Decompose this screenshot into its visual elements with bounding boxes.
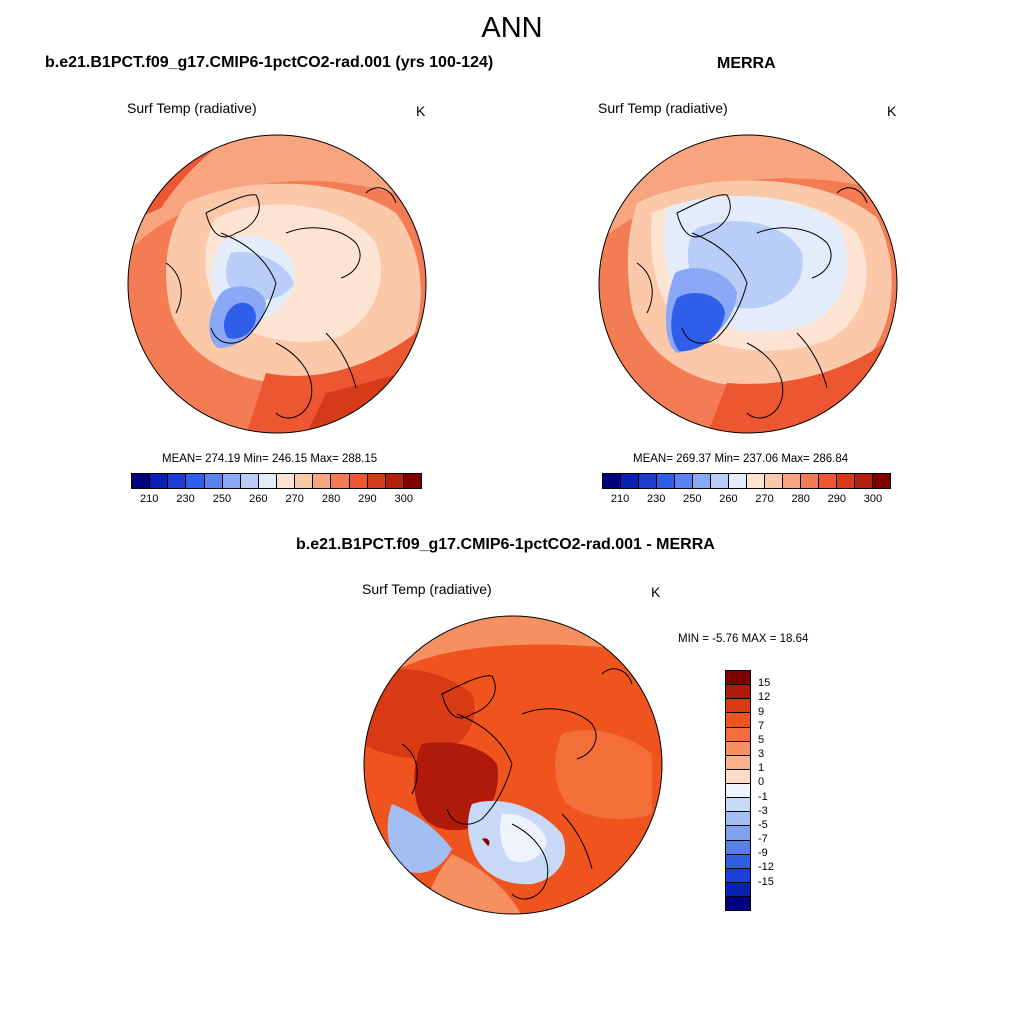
variable-label-diff: Surf Temp (radiative) (362, 581, 492, 597)
polar-map-obs (598, 134, 898, 434)
colorbar-model-color-10 (313, 474, 332, 488)
colorbar-diff-color-2 (726, 699, 750, 714)
panel-title-diff: b.e21.B1PCT.f09_g17.CMIP6-1pctCO2-rad.00… (296, 536, 715, 553)
colorbar-obs-color-3 (657, 474, 675, 488)
colorbar-model-color-3 (186, 474, 205, 488)
colorbar-obs-tick-label: 280 (791, 493, 810, 505)
colorbar-obs-color-6 (711, 474, 729, 488)
colorbar-diff-color-0 (726, 671, 750, 686)
colorbar-obs-color-1 (621, 474, 639, 488)
colorbar-model-color-12 (349, 474, 368, 488)
variable-label-model: Surf Temp (radiative) (127, 100, 257, 116)
colorbar-model-tick-label: 280 (321, 493, 341, 505)
colorbar-diff (725, 670, 751, 911)
colorbar-obs-color-14 (855, 474, 873, 488)
colorbar-model-tick-label: 250 (212, 493, 232, 505)
colorbar-model-color-15 (403, 474, 421, 488)
colorbar-obs-color-8 (747, 474, 765, 488)
colorbar-obs-tick-label: 250 (683, 493, 702, 505)
colorbar-model-color-0 (132, 474, 151, 488)
colorbar-diff-color-15 (726, 882, 750, 897)
colorbar-diff-tick-label: 7 (758, 719, 765, 732)
colorbar-model-color-11 (331, 474, 350, 488)
colorbar-obs-tick-label: 230 (647, 493, 666, 505)
colorbar-diff-color-8 (726, 784, 750, 799)
colorbar-model-tick-label: 300 (394, 493, 413, 505)
colorbar-obs-tick-label: 260 (719, 493, 738, 505)
colorbar-obs-tick-label: 210 (610, 493, 630, 505)
colorbar-model-color-13 (367, 474, 386, 488)
stats-diff: MIN = -5.76 MAX = 18.64 (678, 633, 809, 645)
colorbar-diff-color-6 (726, 755, 750, 770)
colorbar-diff-tick-label: 15 (758, 677, 771, 690)
colorbar-diff-tick-label: -15 (758, 875, 774, 888)
colorbar-model-tick-label: 260 (249, 493, 268, 505)
colorbar-model-color-9 (295, 474, 314, 488)
colorbar-obs-color-10 (783, 474, 801, 488)
colorbar-diff-color-3 (726, 713, 750, 728)
colorbar-model-color-7 (258, 474, 277, 488)
colorbar-diff-tick-label: -1 (758, 790, 768, 803)
colorbar-obs-tick-label: 300 (863, 493, 883, 505)
colorbar-model-color-4 (204, 474, 223, 488)
colorbar-model-tick-label: 210 (140, 493, 159, 505)
colorbar-obs (602, 473, 891, 489)
colorbar-obs-color-13 (837, 474, 855, 488)
colorbar-obs-color-15 (873, 474, 890, 488)
colorbar-diff-color-4 (726, 727, 750, 742)
polar-map-diff (363, 615, 663, 915)
colorbar-obs-color-0 (603, 474, 621, 488)
colorbar-obs-color-4 (675, 474, 693, 488)
colorbar-model-color-2 (168, 474, 187, 488)
polar-map-model (127, 134, 427, 434)
colorbar-model-tick-label: 290 (358, 493, 377, 505)
colorbar-diff-tick-label: -12 (758, 861, 774, 874)
colorbar-diff-color-16 (726, 897, 750, 911)
colorbar-model-color-1 (150, 474, 169, 488)
variable-label-obs: Surf Temp (radiative) (598, 100, 728, 116)
colorbar-diff-color-12 (726, 840, 750, 855)
colorbar-obs-color-9 (765, 474, 783, 488)
colorbar-model-color-6 (240, 474, 259, 488)
colorbar-obs-tick-label: 290 (827, 493, 846, 505)
colorbar-diff-color-5 (726, 741, 750, 756)
colorbar-diff-tick-label: 1 (758, 762, 765, 775)
colorbar-diff-color-14 (726, 868, 750, 883)
colorbar-diff-tick-label: 5 (758, 733, 765, 746)
panel-title-obs: MERRA (717, 55, 776, 72)
units-label-model: K (416, 103, 426, 119)
colorbar-diff-color-10 (726, 812, 750, 827)
colorbar-diff-color-1 (726, 685, 750, 700)
colorbar-obs-color-12 (819, 474, 837, 488)
stats-obs: MEAN= 269.37 Min= 237.06 Max= 286.84 (633, 453, 849, 465)
panel-title-model: b.e21.B1PCT.f09_g17.CMIP6-1pctCO2-rad.00… (45, 54, 494, 71)
units-label-obs: K (887, 103, 897, 119)
colorbar-diff-tick-label: 12 (758, 691, 771, 704)
colorbar-diff-tick-label: 9 (758, 705, 765, 718)
units-label-diff: K (651, 584, 661, 600)
stats-model: MEAN= 274.19 Min= 246.15 Max= 288.15 (162, 453, 378, 465)
colorbar-diff-color-13 (726, 854, 750, 869)
colorbar-model-tick-label: 270 (285, 493, 304, 505)
colorbar-obs-color-5 (693, 474, 711, 488)
colorbar-diff-tick-label: 3 (758, 748, 765, 761)
colorbar-diff-color-9 (726, 798, 750, 813)
colorbar-diff-tick-label: -9 (758, 847, 768, 860)
colorbar-model (131, 473, 422, 489)
colorbar-model-color-14 (385, 474, 404, 488)
colorbar-model-tick-label: 230 (176, 493, 195, 505)
colorbar-diff-tick-label: -5 (758, 818, 768, 831)
colorbar-obs-color-2 (639, 474, 657, 488)
colorbar-model-color-8 (277, 474, 296, 488)
colorbar-obs-color-11 (801, 474, 819, 488)
colorbar-diff-color-7 (726, 769, 750, 784)
main-title: ANN (481, 12, 543, 44)
colorbar-obs-color-7 (729, 474, 747, 488)
colorbar-diff-tick-label: -3 (758, 804, 768, 817)
colorbar-diff-color-11 (726, 826, 750, 841)
colorbar-model-color-5 (222, 474, 241, 488)
colorbar-diff-tick-label: -7 (758, 833, 768, 846)
colorbar-diff-tick-label: 0 (758, 776, 765, 789)
colorbar-obs-tick-label: 270 (755, 493, 774, 505)
